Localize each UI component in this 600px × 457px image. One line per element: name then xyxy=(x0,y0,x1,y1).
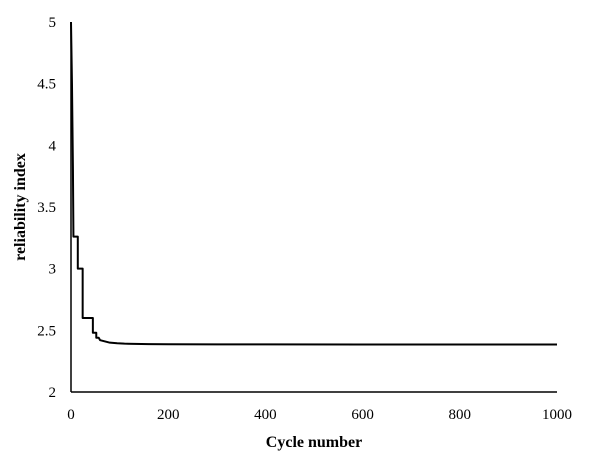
x-tick-label: 0 xyxy=(67,407,75,423)
y-tick-label: 2 xyxy=(49,385,57,401)
y-tick-label: 3 xyxy=(49,262,57,278)
y-tick-label: 4 xyxy=(49,138,57,154)
chart-series xyxy=(70,21,557,346)
y-tick-label: 4.5 xyxy=(37,77,56,93)
x-axis-title: Cycle number xyxy=(266,434,362,451)
x-tick-label: 400 xyxy=(254,407,277,423)
x-tick-label: 1000 xyxy=(542,407,572,423)
series-line xyxy=(70,21,557,346)
x-tick-label: 200 xyxy=(157,407,180,423)
x-tick-label: 800 xyxy=(449,407,472,423)
y-axis-title: reliability index xyxy=(12,153,29,261)
x-tick-label: 600 xyxy=(351,407,374,423)
chart-tick-labels: 2 2.5 3 3.5 4 4.5 5 0 200 400 600 800 1000 xyxy=(37,15,572,423)
y-tick-label: 3.5 xyxy=(37,200,56,216)
y-tick-label: 5 xyxy=(49,15,57,31)
y-tick-label: 2.5 xyxy=(37,323,56,339)
chart-axes xyxy=(70,22,557,393)
